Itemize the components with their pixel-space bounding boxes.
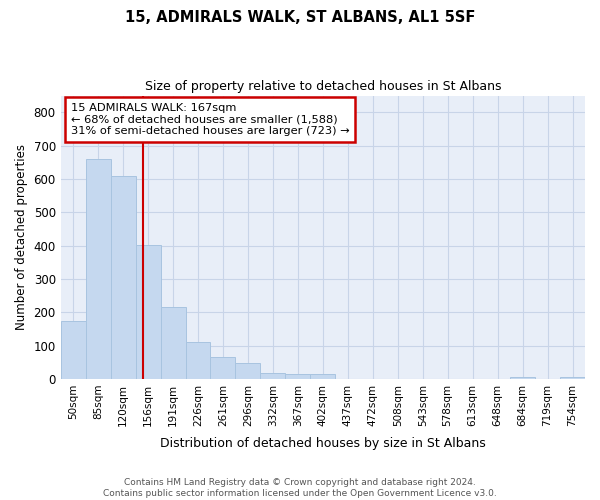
- Bar: [211, 357, 235, 379]
- Bar: [510, 376, 535, 379]
- Bar: [136, 244, 161, 379]
- Bar: [86, 159, 110, 379]
- Text: Contains HM Land Registry data © Crown copyright and database right 2024.
Contai: Contains HM Land Registry data © Crown c…: [103, 478, 497, 498]
- Bar: [310, 374, 335, 379]
- Text: 15, ADMIRALS WALK, ST ALBANS, AL1 5SF: 15, ADMIRALS WALK, ST ALBANS, AL1 5SF: [125, 10, 475, 25]
- Y-axis label: Number of detached properties: Number of detached properties: [15, 144, 28, 330]
- Text: 15 ADMIRALS WALK: 167sqm
← 68% of detached houses are smaller (1,588)
31% of sem: 15 ADMIRALS WALK: 167sqm ← 68% of detach…: [71, 102, 350, 136]
- Title: Size of property relative to detached houses in St Albans: Size of property relative to detached ho…: [145, 80, 501, 93]
- Bar: [560, 376, 585, 379]
- Bar: [286, 374, 310, 379]
- Bar: [161, 307, 185, 379]
- X-axis label: Distribution of detached houses by size in St Albans: Distribution of detached houses by size …: [160, 437, 486, 450]
- Bar: [185, 342, 211, 379]
- Bar: [235, 363, 260, 379]
- Bar: [61, 320, 86, 379]
- Bar: [110, 176, 136, 379]
- Bar: [260, 373, 286, 379]
